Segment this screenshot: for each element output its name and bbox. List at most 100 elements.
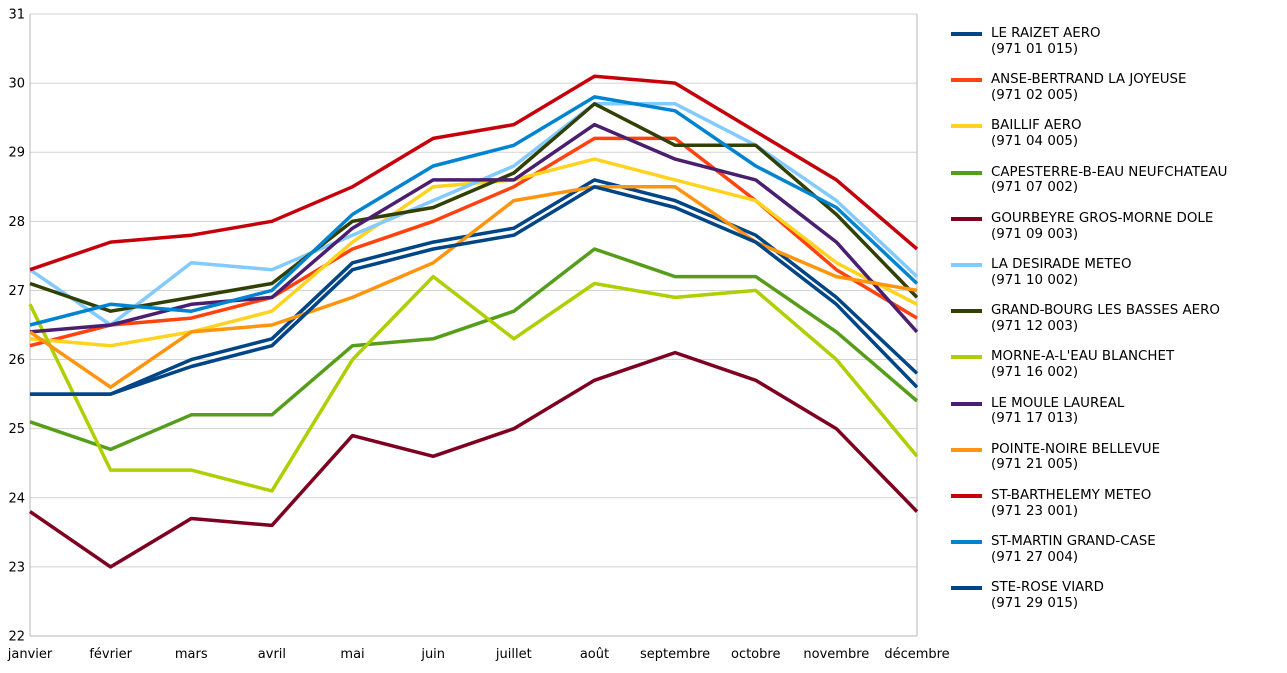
legend-series-name: STE-ROSE VIARD	[991, 580, 1104, 596]
y-axis-tick-label: 22	[8, 630, 25, 645]
x-axis-month-label: février	[89, 647, 132, 662]
legend-color-line-icon	[951, 78, 982, 83]
legend-color-line-icon	[951, 32, 982, 36]
legend-series-code: (971 23 001)	[991, 503, 1079, 519]
legend-label: ANSE-BERTRAND LA JOYEUSE (971 02 005)	[991, 72, 1187, 104]
x-axis-month-label: novembre	[803, 647, 869, 662]
legend-label: GRAND-BOURG LES BASSES AERO (971 12 003)	[991, 303, 1220, 335]
series-line-4	[29, 247, 919, 452]
legend-color-line-icon	[951, 124, 982, 129]
legend-item-10: POINTE-NOIRE BELLEVUE (971 21 005)	[951, 442, 1227, 474]
legend-series-code: (971 10 002)	[991, 272, 1079, 288]
x-axis-month-label: mai	[340, 647, 364, 662]
y-axis-tick-label: 25	[8, 422, 25, 437]
y-axis-tick-label: 30	[8, 77, 25, 92]
legend-series-code: (971 04 005)	[991, 134, 1079, 150]
legend-label: LE RAIZET AERO (971 01 015)	[991, 26, 1101, 58]
series-line-10	[29, 185, 918, 389]
y-axis-tick-label: 27	[8, 284, 25, 299]
legend-color-line-icon	[951, 401, 982, 406]
legend-label: MORNE-A-L'EAU BLANCHET (971 16 002)	[991, 349, 1174, 381]
legend-item-12: ST-MARTIN GRAND-CASE (971 27 004)	[951, 534, 1227, 566]
legend-label: CAPESTERRE-B-EAU NEUFCHATEAU (971 07 002)	[991, 165, 1227, 197]
legend-label: ST-MARTIN GRAND-CASE (971 27 004)	[991, 534, 1156, 566]
legend-color-line-icon	[951, 309, 982, 314]
legend-series-code: (971 12 003)	[991, 318, 1079, 334]
legend-series-code: (971 27 004)	[991, 549, 1079, 565]
legend-series-code: (971 17 013)	[991, 411, 1079, 427]
series-line-6	[29, 102, 919, 327]
legend-color-line-icon	[951, 540, 982, 545]
legend-item-2: ANSE-BERTRAND LA JOYEUSE (971 02 005)	[951, 72, 1227, 104]
legend-series-code: (971 09 003)	[991, 226, 1079, 242]
legend-item-1: LE RAIZET AERO (971 01 015)	[951, 26, 1227, 58]
legend-series-name: BAILLIF AERO	[991, 118, 1082, 134]
legend-series-code: (971 01 015)	[991, 41, 1079, 57]
legend-series-code: (971 21 005)	[991, 457, 1079, 473]
legend-label: POINTE-NOIRE BELLEVUE (971 21 005)	[991, 442, 1160, 474]
x-axis-month-label: décembre	[884, 647, 949, 662]
legend-label: ST-BARTHELEMY METEO (971 23 001)	[991, 488, 1151, 520]
legend-series-name: ST-BARTHELEMY METEO	[991, 487, 1152, 503]
legend-item-9: LE MOULE LAUREAL (971 17 013)	[951, 396, 1227, 428]
y-axis-tick-label: 31	[8, 8, 25, 23]
y-axis-tick-label: 28	[8, 215, 25, 230]
x-axis-month-label: juillet	[495, 647, 532, 662]
legend-item-13: STE-ROSE VIARD (971 29 015)	[951, 580, 1227, 612]
legend-series-code: (971 16 002)	[991, 365, 1079, 381]
x-axis-month-label: juin	[420, 647, 445, 662]
legend-color-line-icon	[951, 586, 982, 591]
legend-item-8: MORNE-A-L'EAU BLANCHET (971 16 002)	[951, 349, 1227, 381]
legend-series-name: LE RAIZET AERO	[991, 26, 1101, 41]
legend-label: BAILLIF AERO (971 04 005)	[991, 118, 1082, 150]
legend-series-name: MORNE-A-L'EAU BLANCHET	[991, 349, 1175, 365]
legend-series-name: ST-MARTIN GRAND-CASE	[991, 534, 1156, 550]
series-line-11	[29, 74, 919, 272]
x-axis-month-label: janvier	[7, 647, 53, 662]
series-line-13	[30, 185, 919, 396]
x-axis-month-label: août	[580, 647, 609, 662]
y-axis-tick-label: 29	[8, 146, 25, 161]
legend-label: LE MOULE LAUREAL (971 17 013)	[991, 396, 1124, 428]
y-axis-tick-label: 26	[8, 353, 25, 368]
legend-series-code: (971 02 005)	[991, 87, 1079, 103]
x-axis-month-label: mars	[175, 647, 208, 662]
legend-item-7: GRAND-BOURG LES BASSES AERO (971 12 003)	[951, 303, 1227, 335]
legend-series-name: LA DESIRADE METEO	[991, 256, 1132, 272]
legend-series-name: POINTE-NOIRE BELLEVUE	[991, 441, 1161, 457]
chart-legend: LE RAIZET AERO (971 01 015) ANSE-BERTRAND …	[951, 26, 1227, 626]
legend-series-name: GOURBEYRE GROS-MORNE DOLE	[991, 210, 1214, 226]
x-axis-month-label: septembre	[640, 647, 710, 662]
legend-color-line-icon	[951, 355, 982, 360]
legend-item-3: BAILLIF AERO (971 04 005)	[951, 118, 1227, 150]
legend-series-code: (971 07 002)	[991, 180, 1079, 196]
legend-item-4: CAPESTERRE-B-EAU NEUFCHATEAU (971 07 002)	[951, 165, 1227, 197]
series-line-9	[29, 122, 919, 334]
legend-label: LA DESIRADE METEO (971 10 002)	[991, 257, 1132, 289]
legend-series-code: (971 29 015)	[991, 596, 1079, 612]
legend-color-line-icon	[951, 262, 982, 267]
legend-label: STE-ROSE VIARD (971 29 015)	[991, 580, 1104, 612]
legend-label: GOURBEYRE GROS-MORNE DOLE (971 09 003)	[991, 211, 1213, 243]
legend-color-line-icon	[951, 493, 982, 498]
legend-color-line-icon	[951, 216, 982, 221]
legend-series-name: CAPESTERRE-B-EAU NEUFCHATEAU	[991, 164, 1228, 180]
legend-series-name: GRAND-BOURG LES BASSES AERO	[991, 303, 1220, 319]
legend-series-name: LE MOULE LAUREAL	[991, 395, 1125, 411]
legend-color-line-icon	[951, 447, 982, 452]
legend-series-name: ANSE-BERTRAND LA JOYEUSE	[991, 72, 1187, 88]
series-line-5	[29, 350, 919, 569]
y-axis-tick-label: 23	[8, 560, 25, 575]
x-axis-month-label: octobre	[731, 647, 780, 662]
legend-item-6: LA DESIRADE METEO (971 10 002)	[951, 257, 1227, 289]
series-line-12	[29, 95, 919, 327]
series-line-7	[29, 102, 919, 313]
legend-item-5: GOURBEYRE GROS-MORNE DOLE (971 09 003)	[951, 211, 1227, 243]
series-line-8	[28, 274, 919, 493]
y-axis-tick-label: 24	[8, 491, 25, 506]
series-line-1	[30, 178, 919, 396]
legend-color-line-icon	[951, 170, 982, 175]
x-axis-month-label: avril	[258, 647, 286, 662]
